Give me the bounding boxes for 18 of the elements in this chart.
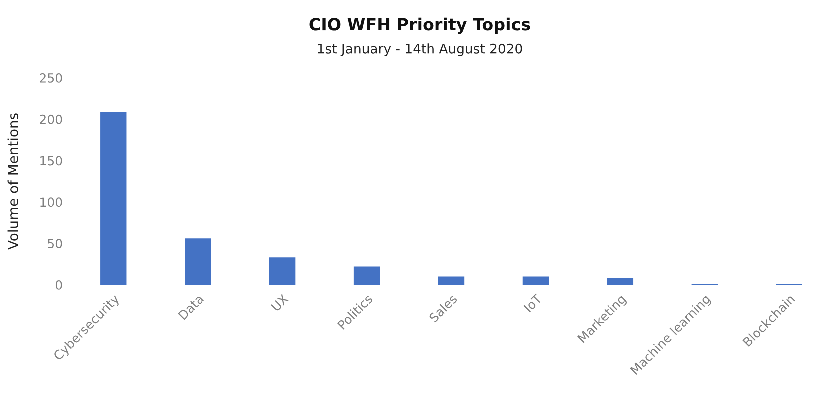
bar	[438, 276, 465, 285]
y-tick-label: 100	[40, 198, 62, 208]
bar	[607, 278, 634, 285]
y-tick-label: 250	[40, 73, 62, 83]
chart-subtitle: 1st January - 14th August 2020	[318, 44, 522, 56]
y-axis-title: Volume of Mentions	[8, 114, 19, 250]
bar	[100, 112, 127, 285]
bar	[269, 258, 296, 285]
chart-title: CIO WFH Priority Topics	[310, 18, 530, 34]
y-tick-label: 50	[48, 239, 62, 249]
bar	[185, 238, 212, 285]
x-tick-label: UX	[271, 294, 290, 312]
x-tick-label: IoT	[524, 294, 543, 313]
y-tick-label: 0	[56, 280, 62, 290]
y-tick-label: 200	[40, 114, 62, 124]
bar	[522, 276, 550, 285]
bar	[354, 266, 380, 285]
y-tick-label: 150	[40, 156, 62, 166]
